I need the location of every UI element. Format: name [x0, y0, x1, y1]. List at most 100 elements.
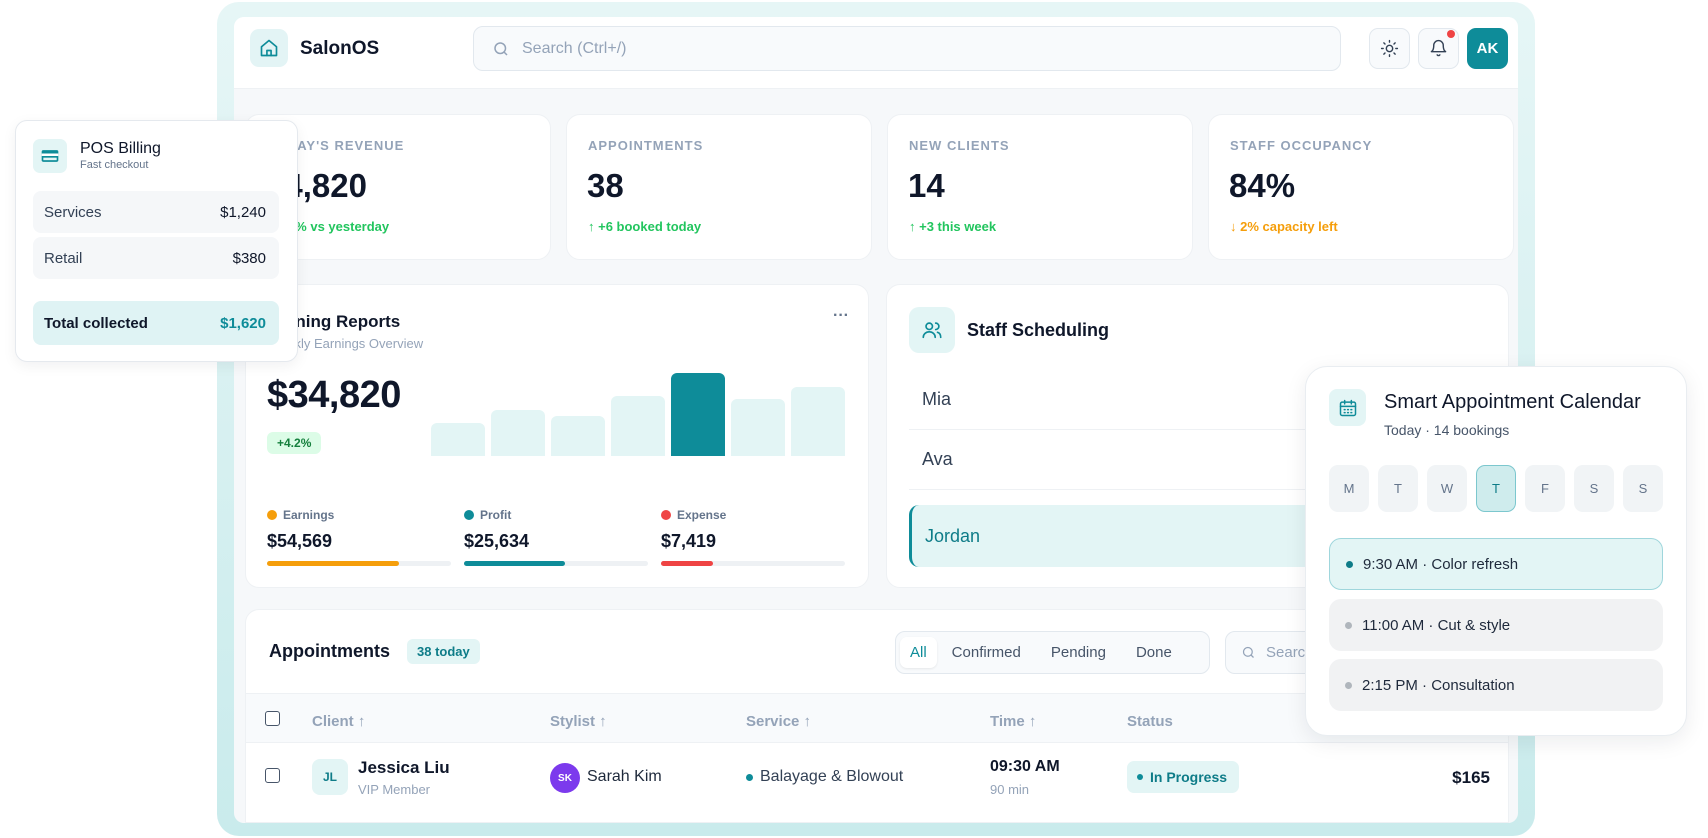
appointments-title: Appointments	[269, 641, 390, 661]
users-icon	[909, 307, 955, 353]
earnings-change-badge: +4.2%	[267, 432, 322, 454]
staff-row-ava[interactable]: Ava	[909, 430, 1508, 490]
client-name: Jessica Liu	[358, 758, 450, 777]
staff-name: Ava	[922, 449, 953, 469]
kpi-delta: ↓ 2% capacity left	[1230, 219, 1338, 234]
app-window: SalonOS Search (Ctrl+/) AK TODAY'S REVEN…	[234, 17, 1518, 823]
stylist-name: Sarah Kim	[587, 768, 662, 785]
column-client[interactable]: Client ↑	[312, 713, 366, 730]
row-checkbox[interactable]	[265, 768, 280, 783]
day-wednesday[interactable]: W	[1427, 465, 1467, 512]
filter-all[interactable]: All	[900, 637, 937, 668]
slot-dot	[1345, 681, 1352, 689]
metric-value: $7,419	[661, 531, 717, 551]
earnings-bar	[611, 396, 665, 456]
appointments-count-badge: 38 today	[407, 639, 480, 664]
client-tier: VIP Member	[358, 782, 431, 797]
service-name: Balayage & Blowout	[760, 768, 904, 785]
pos-billing-card: POS Billing Fast checkout Services $1,24…	[15, 120, 298, 362]
smart-calendar-card: Smart Appointment Calendar Today · 14 bo…	[1305, 366, 1687, 736]
metric-progress	[464, 561, 648, 566]
pos-line-services: Services $1,240	[33, 191, 279, 233]
metric-progress-fill	[661, 561, 713, 566]
service-dot	[746, 774, 753, 781]
calendar-slot[interactable]: 11:00 AM · Cut & style	[1329, 599, 1663, 651]
search-placeholder: Search (Ctrl+/)	[522, 39, 627, 57]
table-row[interactable]: JL Jessica Liu VIP Member SK Sarah Kim B…	[246, 743, 1508, 822]
client-avatar: JL	[312, 759, 348, 795]
profit-legend-dot	[464, 510, 474, 520]
pos-line-amount: $1,240	[220, 203, 266, 221]
column-service[interactable]: Service ↑	[746, 713, 812, 730]
select-all-checkbox[interactable]	[265, 711, 280, 726]
search-icon	[494, 41, 508, 56]
home-icon[interactable]	[250, 29, 288, 67]
theme-toggle-button[interactable]	[1369, 28, 1410, 69]
filter-done[interactable]: Done	[1135, 644, 1172, 661]
earning-reports-subtitle: Weekly Earnings Overview	[268, 336, 424, 351]
metric-progress-fill	[267, 561, 400, 566]
earnings-legend-dot	[267, 510, 277, 520]
notifications-button[interactable]	[1418, 28, 1459, 69]
more-options-icon[interactable]: ···	[833, 307, 849, 324]
pos-line-retail: Retail $380	[33, 237, 279, 279]
calendar-slot[interactable]: 9:30 AM · Color refresh	[1329, 538, 1663, 590]
day-saturday[interactable]: S	[1574, 465, 1614, 512]
pos-total-amount: $1,620	[220, 314, 266, 332]
pos-total-label: Total collected	[44, 314, 148, 332]
metric-profit: Profit $25,634	[464, 508, 648, 566]
staff-scheduling-title: Staff Scheduling	[967, 320, 1110, 340]
earnings-bar	[671, 373, 725, 456]
day-monday[interactable]: M	[1329, 465, 1369, 512]
earnings-bar	[551, 416, 605, 456]
pos-title: POS Billing	[80, 140, 161, 157]
calendar-subtitle: Today · 14 bookings	[1384, 422, 1510, 438]
notification-dot	[1447, 30, 1455, 38]
column-time[interactable]: Time ↑	[990, 713, 1037, 730]
slot-dot	[1345, 621, 1352, 629]
appointment-duration: 90 min	[990, 782, 1030, 797]
status-badge: In Progress	[1127, 761, 1240, 793]
search-input[interactable]: Search (Ctrl+/)	[473, 26, 1341, 71]
day-sunday[interactable]: S	[1623, 465, 1663, 512]
earnings-bar	[431, 423, 485, 456]
calendar-icon	[1329, 389, 1366, 426]
column-status: Status	[1127, 713, 1173, 730]
user-avatar[interactable]: AK	[1467, 28, 1508, 69]
bell-icon	[1430, 39, 1447, 57]
metric-label: Profit	[480, 508, 512, 522]
filter-confirmed[interactable]: Confirmed	[951, 644, 1021, 661]
earnings-bar	[731, 399, 785, 456]
day-thursday[interactable]: T	[1476, 465, 1516, 512]
pos-total-row: Total collected $1,620	[33, 301, 279, 345]
pos-line-amount: $380	[232, 249, 266, 267]
expense-legend-dot	[661, 510, 671, 520]
earnings-bar	[491, 410, 545, 456]
search-icon	[1242, 646, 1254, 658]
kpi-label: TODAY'S REVENUE	[267, 138, 405, 153]
stylist-avatar: SK	[550, 763, 580, 793]
dashboard-frame: SalonOS Search (Ctrl+/) AK TODAY'S REVEN…	[217, 2, 1535, 836]
day-friday[interactable]: F	[1525, 465, 1565, 512]
metric-earnings: Earnings $54,569	[267, 508, 451, 566]
credit-card-icon	[33, 139, 67, 173]
calendar-slot[interactable]: 2:15 PM · Consultation	[1329, 659, 1663, 711]
kpi-value: 84%	[1229, 167, 1296, 204]
staff-row-mia[interactable]: Mia	[909, 370, 1508, 430]
column-stylist[interactable]: Stylist ↑	[550, 713, 607, 730]
pos-line-label: Services	[44, 203, 102, 221]
kpi-label: STAFF OCCUPANCY	[1230, 138, 1373, 153]
status-label: In Progress	[1150, 769, 1228, 785]
status-dot	[1137, 774, 1143, 780]
kpi-delta: ↑ +3 this week	[909, 219, 997, 234]
day-tuesday[interactable]: T	[1378, 465, 1418, 512]
filter-pending[interactable]: Pending	[1050, 644, 1106, 661]
status-filter: All Confirmed Pending Done	[895, 631, 1210, 674]
slot-dot	[1346, 560, 1353, 568]
earning-reports-card: Earning Reports Weekly Earnings Overview…	[245, 284, 869, 588]
brand-name: SalonOS	[300, 38, 380, 59]
earnings-total: $34,820	[267, 374, 401, 416]
appointment-price: $165	[1452, 768, 1490, 787]
top-bar: SalonOS Search (Ctrl+/) AK	[234, 17, 1518, 89]
slot-label: 11:00 AM · Cut & style	[1362, 616, 1511, 634]
